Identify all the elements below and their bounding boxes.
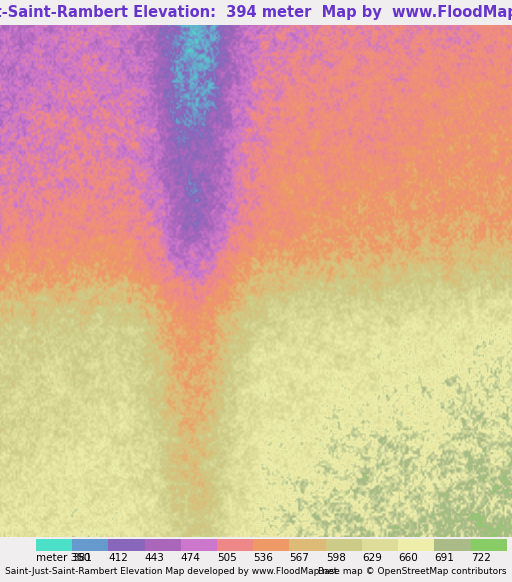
Bar bbox=[253, 538, 289, 551]
Bar bbox=[109, 538, 144, 551]
Text: Saint-Just-Saint-Rambert Elevation Map developed by www.FloodMap.net: Saint-Just-Saint-Rambert Elevation Map d… bbox=[5, 567, 337, 576]
Bar bbox=[434, 538, 471, 551]
Bar bbox=[181, 538, 217, 551]
Text: 598: 598 bbox=[326, 553, 346, 563]
Text: 629: 629 bbox=[362, 553, 382, 563]
Text: 722: 722 bbox=[471, 553, 490, 563]
Text: meter 350: meter 350 bbox=[36, 553, 90, 563]
Text: Saint-Just-Saint-Rambert Elevation:  394 meter  Map by  www.FloodMap.net (bet: Saint-Just-Saint-Rambert Elevation: 394 … bbox=[0, 5, 512, 20]
Text: Base map © OpenStreetMap contributors: Base map © OpenStreetMap contributors bbox=[318, 567, 507, 576]
Text: 443: 443 bbox=[144, 553, 164, 563]
Bar bbox=[398, 538, 434, 551]
Text: 505: 505 bbox=[217, 553, 237, 563]
Text: 381: 381 bbox=[72, 553, 92, 563]
Text: 567: 567 bbox=[289, 553, 309, 563]
Bar bbox=[289, 538, 326, 551]
Bar bbox=[217, 538, 253, 551]
Text: 660: 660 bbox=[398, 553, 418, 563]
Text: 412: 412 bbox=[109, 553, 128, 563]
Bar bbox=[362, 538, 398, 551]
Text: 691: 691 bbox=[434, 553, 454, 563]
Bar bbox=[144, 538, 181, 551]
Bar bbox=[326, 538, 362, 551]
Bar bbox=[72, 538, 109, 551]
Bar bbox=[36, 538, 72, 551]
Text: 536: 536 bbox=[253, 553, 273, 563]
Bar bbox=[471, 538, 507, 551]
Text: 474: 474 bbox=[181, 553, 201, 563]
